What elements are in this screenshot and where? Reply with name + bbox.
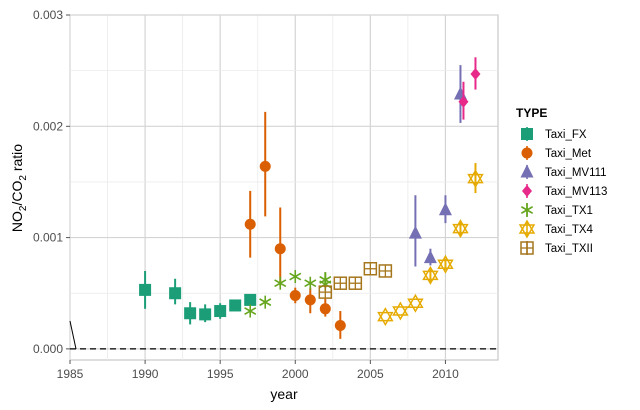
point-taxi-tx4 [437,254,454,274]
x-axis-ticks: 1985 1990 1995 2000 2005 2010 [57,360,459,381]
legend-label-taxi-met: Taxi_Met [545,148,592,160]
point-taxi-mv111 [438,202,452,216]
legend: TYPE Taxi_FX Taxi_Met Taxi_MV111 Taxi_MV113… [516,106,607,255]
legend-title: TYPE [516,106,547,120]
x-tick-label: 2010 [432,367,459,381]
point-taxi-tx4 [467,169,484,189]
x-tick-label: 2005 [357,367,384,381]
legend-label-taxi-mv113: Taxi_MV113 [545,186,607,198]
y-tick-label: 0.001 [33,231,63,245]
x-tick-label: 1985 [57,367,84,381]
point-taxi-fx [139,283,152,296]
legend-key-taxi-mv111 [520,164,534,178]
legend-label-taxi-fx: Taxi_FX [545,129,587,141]
x-tick-label: 1995 [207,367,234,381]
point-taxi-met [259,160,271,172]
point-taxi-fx [244,293,257,306]
legend-key-taxi-tx4 [518,219,536,239]
point-taxi-mv111 [408,225,422,239]
x-tick-label: 1990 [132,367,159,381]
panel-background [69,14,499,361]
point-taxi-mv113 [458,95,469,108]
legend-key-taxi-mv113 [522,185,532,197]
y-tick-label: 0.003 [33,8,63,22]
legend-key-taxi-tx1 [520,203,534,217]
point-taxi-met [274,243,286,255]
point-taxi-tx4 [452,219,469,239]
point-taxi-tx1 [244,304,257,318]
point-taxi-txii [348,276,363,290]
point-taxi-fx [169,287,182,300]
point-taxi-met [244,218,256,230]
y-tick-label: 0.002 [33,119,63,133]
point-taxi-tx4 [392,301,409,321]
point-taxi-mv111 [423,250,437,264]
corner-artifact-stroke [69,320,77,350]
legend-label-taxi-tx1: Taxi_TX1 [545,205,593,217]
point-taxi-txii [333,276,348,290]
point-taxi-tx4 [407,293,424,313]
point-taxi-tx1 [304,276,317,290]
point-taxi-fx [199,308,212,321]
point-taxi-tx4 [422,265,439,285]
point-taxi-met [334,320,346,331]
point-taxi-tx1 [289,270,302,284]
x-tick-label: 2000 [282,367,309,381]
point-taxi-txii [363,261,378,276]
point-taxi-met [289,289,301,301]
point-taxi-fx [214,305,227,318]
x-axis-title: year [270,386,298,402]
point-taxi-tx4 [377,307,394,327]
point-taxi-tx1 [274,276,287,290]
legend-label-taxi-txii: Taxi_TXII [545,243,593,255]
data-points [139,57,484,339]
legend-label-taxi-tx4: Taxi_TX4 [545,224,594,236]
y-tick-label: 0.000 [33,342,63,356]
y-axis-ticks: 0.000 0.001 0.002 0.003 [33,8,70,356]
point-taxi-tx1 [259,295,272,309]
point-taxi-txii [378,264,393,278]
y-axis-title: NO2/CO2 ratio [9,144,29,232]
point-taxi-fx [184,307,197,320]
legend-label-taxi-mv111: Taxi_MV111 [545,167,607,179]
legend-key-taxi-txii [520,241,534,255]
legend-key-taxi-fx [521,128,533,140]
point-taxi-txii [318,285,333,299]
point-taxi-fx [229,299,242,312]
point-taxi-met [304,294,316,306]
legend-key-taxi-met [521,147,533,159]
point-taxi-met [319,303,331,315]
point-taxi-mv113 [470,67,481,80]
